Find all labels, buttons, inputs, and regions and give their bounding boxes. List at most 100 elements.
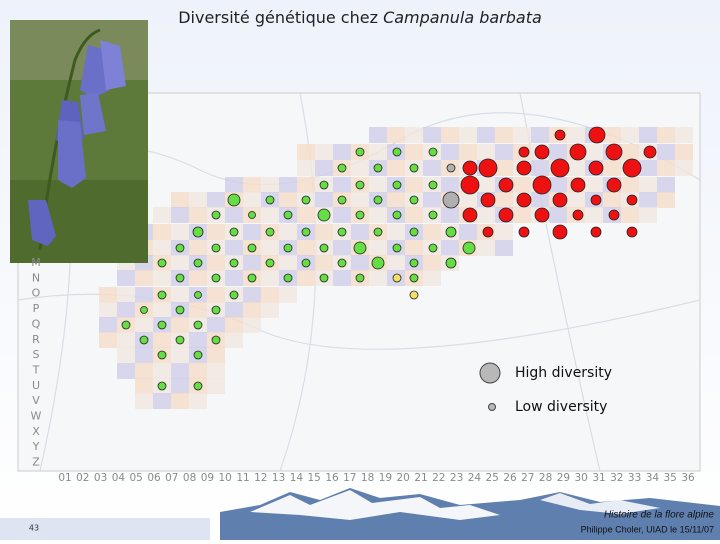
grid-cell <box>441 207 459 223</box>
grid-cell <box>495 240 513 256</box>
sample-point <box>608 209 620 221</box>
column-label: 15 <box>308 472 321 484</box>
grid-cell <box>243 177 261 193</box>
row-label: U <box>32 379 40 392</box>
column-label: 18 <box>361 472 374 484</box>
grid-cell <box>495 160 513 176</box>
sample-point <box>428 180 438 190</box>
sample-point <box>392 243 402 253</box>
grid-cell <box>441 177 459 193</box>
grid-cell <box>567 160 585 176</box>
sample-point <box>409 273 419 283</box>
sample-point <box>534 144 550 160</box>
grid-cell <box>261 240 279 256</box>
grid-cell <box>333 240 351 256</box>
grid-cell <box>315 224 333 240</box>
grid-cell <box>675 160 693 176</box>
sample-point <box>157 258 167 268</box>
grid-cell <box>297 177 315 193</box>
grid-cell <box>315 255 333 271</box>
grid-cell <box>459 127 477 143</box>
grid-cell <box>171 287 189 303</box>
title-text: Diversité génétique chez <box>178 8 378 27</box>
grid-cell <box>279 255 297 271</box>
grid-cell <box>477 127 495 143</box>
legend-low-symbol <box>488 403 496 411</box>
sample-point <box>211 335 221 345</box>
sample-point <box>373 227 383 237</box>
sample-point <box>532 175 552 195</box>
sample-point <box>373 163 383 173</box>
sample-point <box>462 241 476 255</box>
grid-cell <box>243 287 261 303</box>
column-label: 33 <box>628 472 641 484</box>
grid-cell <box>333 144 351 160</box>
row-label: O <box>32 287 41 300</box>
grid-cell <box>153 393 171 409</box>
sample-point <box>392 273 402 283</box>
grid-cell <box>189 192 207 208</box>
grid-cell <box>477 144 495 160</box>
grid-cell <box>405 144 423 160</box>
sample-point <box>446 163 456 173</box>
grid-cell <box>621 127 639 143</box>
sample-points <box>121 126 657 391</box>
sample-point <box>301 195 311 205</box>
grid-cell <box>387 192 405 208</box>
grid-cell <box>585 207 603 223</box>
grid-cell <box>225 332 243 348</box>
grid-cell <box>99 302 117 318</box>
grid-cell <box>369 144 387 160</box>
sample-point <box>516 192 532 208</box>
grid-cell <box>405 127 423 143</box>
grid-cell <box>135 378 153 394</box>
column-label: 16 <box>325 472 339 484</box>
grid-cell <box>117 287 135 303</box>
grid-cell <box>153 332 171 348</box>
column-label: 23 <box>450 472 463 484</box>
legend-high-symbol <box>479 362 501 384</box>
column-label: 20 <box>397 472 410 484</box>
sample-point <box>247 243 257 253</box>
grid-cell <box>207 378 225 394</box>
sample-point <box>193 381 203 391</box>
grid-cell <box>243 224 261 240</box>
grid-cell <box>513 207 531 223</box>
sample-point <box>337 258 347 268</box>
column-label: 11 <box>236 472 249 484</box>
column-label: 36 <box>681 472 695 484</box>
grid-cell <box>351 255 369 271</box>
row-label: Y <box>32 440 40 453</box>
sample-point <box>409 258 419 268</box>
sample-point <box>480 192 496 208</box>
grid-cell <box>639 192 657 208</box>
grid-cell <box>117 302 135 318</box>
column-label: 13 <box>272 472 285 484</box>
column-label: 09 <box>201 472 214 484</box>
grid-cell <box>225 302 243 318</box>
grid-cell <box>495 144 513 160</box>
grid-cell <box>261 207 279 223</box>
sample-point <box>265 195 275 205</box>
grid-cell <box>279 287 297 303</box>
grid-cell <box>171 363 189 379</box>
grid-cell <box>333 270 351 286</box>
grid-cell <box>207 255 225 271</box>
sample-point <box>554 129 566 141</box>
sample-point <box>428 210 438 220</box>
grid-cell <box>603 192 621 208</box>
grid-cell <box>369 207 387 223</box>
grid-cell <box>621 207 639 223</box>
sample-point <box>534 207 550 223</box>
sample-point <box>478 158 498 178</box>
grid-cell <box>423 255 441 271</box>
sample-point <box>355 147 365 157</box>
grid-cell <box>297 240 315 256</box>
grid-cell <box>135 270 153 286</box>
grid-cell <box>189 302 207 318</box>
grid-cell <box>531 127 549 143</box>
grid-cell <box>567 127 585 143</box>
grid-cell <box>423 160 441 176</box>
grid-cell <box>153 207 171 223</box>
